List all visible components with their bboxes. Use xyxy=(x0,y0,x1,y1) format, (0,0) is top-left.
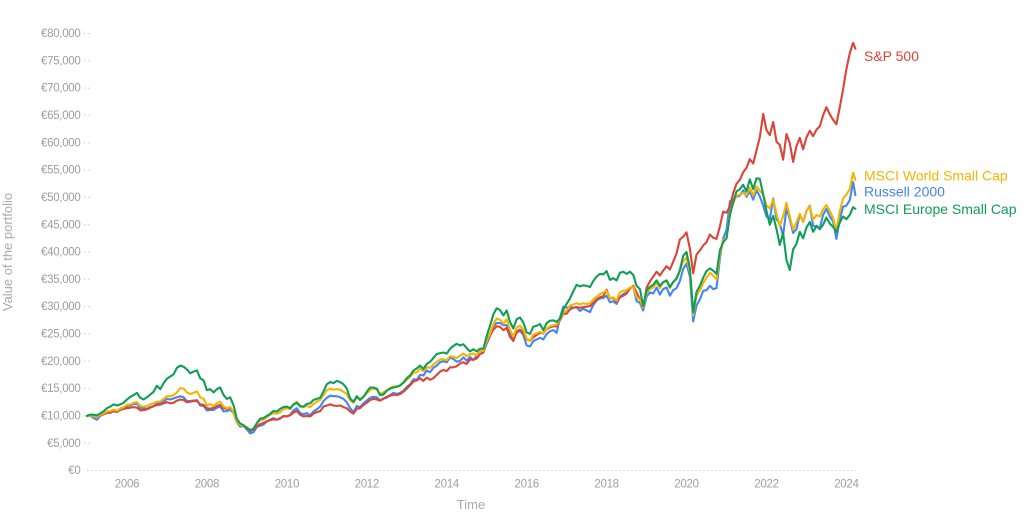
svg-text:€70,000: €70,000 xyxy=(41,83,80,95)
svg-text:€55,000: €55,000 xyxy=(41,165,80,177)
svg-text:Time: Time xyxy=(457,497,485,512)
svg-text:S&P 500: S&P 500 xyxy=(864,48,919,64)
svg-text:€25,000: €25,000 xyxy=(41,329,80,341)
svg-text:2012: 2012 xyxy=(355,479,379,491)
svg-text:Russell 2000: Russell 2000 xyxy=(864,184,945,200)
svg-text:2006: 2006 xyxy=(115,479,139,491)
svg-text:€40,000: €40,000 xyxy=(41,247,80,259)
svg-text:€10,000: €10,000 xyxy=(41,411,80,423)
svg-text:€35,000: €35,000 xyxy=(41,274,80,286)
svg-text:€50,000: €50,000 xyxy=(41,192,80,204)
svg-text:2022: 2022 xyxy=(754,479,778,491)
svg-text:€75,000: €75,000 xyxy=(41,55,80,67)
svg-text:MSCI World Small Cap: MSCI World Small Cap xyxy=(864,167,1008,183)
svg-text:€60,000: €60,000 xyxy=(41,137,80,149)
svg-text:MSCI Europe Small Cap: MSCI Europe Small Cap xyxy=(864,201,1017,217)
svg-text:2018: 2018 xyxy=(594,479,618,491)
svg-text:2020: 2020 xyxy=(674,479,698,491)
svg-text:2008: 2008 xyxy=(195,479,219,491)
svg-text:2024: 2024 xyxy=(834,479,859,491)
svg-text:2016: 2016 xyxy=(515,479,539,491)
svg-text:€0: €0 xyxy=(68,465,80,477)
svg-text:2014: 2014 xyxy=(435,479,460,491)
svg-text:Value of the portfolio: Value of the portfolio xyxy=(0,193,15,311)
svg-text:€45,000: €45,000 xyxy=(41,219,80,231)
svg-text:€30,000: €30,000 xyxy=(41,301,80,313)
svg-text:€65,000: €65,000 xyxy=(41,110,80,122)
svg-text:€5,000: €5,000 xyxy=(47,438,80,450)
svg-text:€20,000: €20,000 xyxy=(41,356,80,368)
svg-text:€15,000: €15,000 xyxy=(41,383,80,395)
svg-text:2010: 2010 xyxy=(275,479,299,491)
svg-text:€80,000: €80,000 xyxy=(41,28,80,40)
